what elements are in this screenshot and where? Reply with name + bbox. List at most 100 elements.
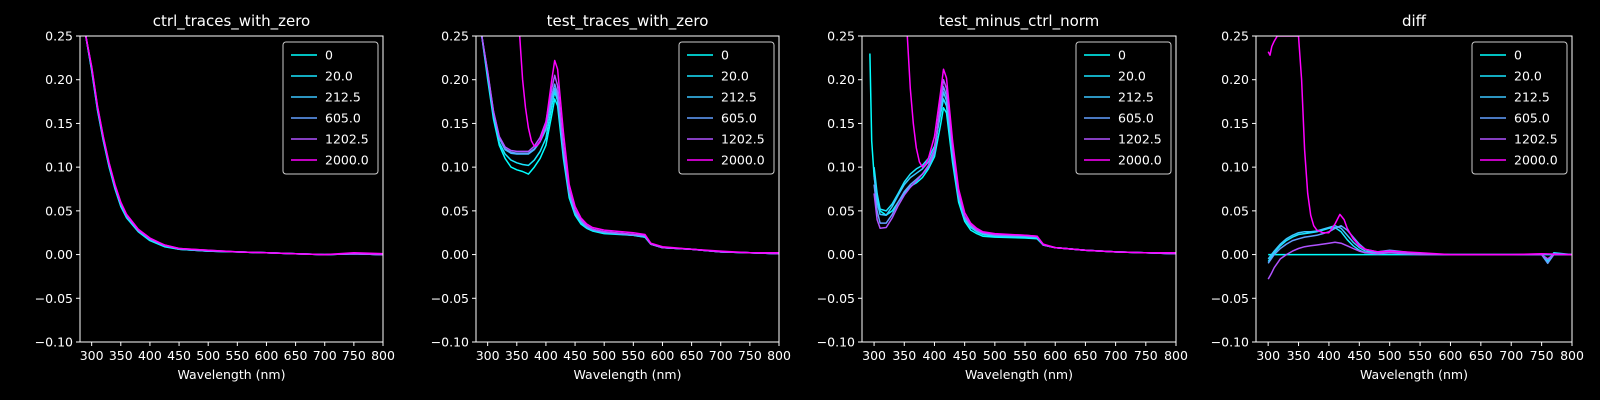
series-line-2000.0 (906, 36, 1176, 254)
x-tick-label: 300 (1256, 348, 1280, 363)
y-tick-label: 0.05 (1221, 203, 1249, 218)
legend: 0 20.0 212.5 605.0 1202.5 2000.0 (678, 41, 775, 175)
legend-entry: 20.0 (325, 69, 353, 84)
x-tick-label: 700 (1104, 348, 1128, 363)
legend-entry: 605.0 (325, 111, 361, 126)
series-group (481, 36, 779, 255)
legend-box (282, 41, 379, 175)
x-tick-label: 650 (284, 348, 308, 363)
x-tick-label: 350 (1287, 348, 1311, 363)
y-tick-label: 0.20 (1221, 72, 1249, 87)
y-tick-label: −0.10 (1211, 335, 1249, 350)
y-tick-label: 0.10 (441, 160, 469, 175)
x-tick-label: 550 (621, 348, 645, 363)
chart-panel-0: 300 350 400 450 500 550 600 650 700 750 800 −0.10 −0… (35, 12, 395, 382)
x-axis-label: Wavelength (nm) (574, 367, 682, 382)
y-tick-label: 0.20 (827, 72, 855, 87)
x-tick-label: 450 (563, 348, 587, 363)
chart-title: ctrl_traces_with_zero (153, 12, 310, 31)
legend-entry: 212.5 (1118, 90, 1154, 105)
series-line-1202.5 (1267, 241, 1572, 280)
y-tick-label: 0.15 (827, 116, 855, 131)
chart-title: test_minus_ctrl_norm (939, 12, 1100, 31)
x-axis-label: Wavelength (nm) (178, 367, 286, 382)
x-tick-label: 500 (592, 348, 616, 363)
y-tick-label: 0.25 (1221, 29, 1249, 44)
series-group (1267, 36, 1572, 280)
chart-panel-2: 300 350 400 450 500 550 600 650 700 750 800 −0.10 −0… (817, 12, 1188, 382)
legend-entry: 605.0 (721, 111, 757, 126)
axes-frame (1255, 35, 1573, 343)
legend-box (1075, 41, 1172, 175)
legend: 0 20.0 212.5 605.0 1202.5 2000.0 (282, 41, 379, 175)
x-tick-label: 450 (1347, 348, 1371, 363)
x-tick-label: 600 (255, 348, 279, 363)
axes-frame (475, 35, 780, 343)
x-tick-label: 450 (167, 348, 191, 363)
x-tick-label: 350 (109, 348, 133, 363)
legend: 0 20.0 212.5 605.0 1202.5 2000.0 (1075, 41, 1172, 175)
x-tick-label: 300 (476, 348, 500, 363)
y-tick-label: 0.15 (45, 116, 73, 131)
y-tick-label: 0.00 (45, 247, 73, 262)
y-tick-label: 0.10 (1221, 160, 1249, 175)
x-tick-label: 750 (342, 348, 366, 363)
x-tick-label: 650 (680, 348, 704, 363)
y-tick-label: 0.25 (441, 29, 469, 44)
x-tick-label: 350 (505, 348, 529, 363)
legend-entry: 2000.0 (1514, 153, 1558, 168)
x-tick-label: 700 (709, 348, 733, 363)
x-tick-label: 550 (225, 348, 249, 363)
x-tick-label: 650 (1469, 348, 1493, 363)
x-axis-label: Wavelength (nm) (965, 367, 1073, 382)
legend-entry: 0 (1118, 48, 1126, 63)
chart-title: test_traces_with_zero (547, 12, 709, 31)
x-tick-label: 750 (738, 348, 762, 363)
x-tick-label: 750 (1530, 348, 1554, 363)
x-tick-label: 400 (534, 348, 558, 363)
legend-entry: 1202.5 (325, 132, 369, 147)
legend-entry: 0 (1514, 48, 1522, 63)
x-tick-label: 600 (1043, 348, 1067, 363)
x-tick-label: 300 (80, 348, 104, 363)
x-tick-label: 800 (371, 348, 395, 363)
y-tick-label: 0.25 (45, 29, 73, 44)
y-tick-label: −0.10 (817, 335, 855, 350)
x-tick-label: 450 (953, 348, 977, 363)
legend-entry: 1202.5 (1514, 132, 1558, 147)
x-tick-label: 400 (923, 348, 947, 363)
x-tick-label: 500 (983, 348, 1007, 363)
legend-entry: 1202.5 (721, 132, 765, 147)
legend-entry: 20.0 (1514, 69, 1542, 84)
y-tick-label: −0.05 (1211, 291, 1249, 306)
legend-entry: 0 (325, 48, 333, 63)
legend-box (678, 41, 775, 175)
legend-entry: 212.5 (1514, 90, 1550, 105)
y-tick-label: 0.15 (441, 116, 469, 131)
y-tick-label: 0.00 (441, 247, 469, 262)
series-line-1202.5 (481, 36, 779, 255)
x-tick-label: 500 (1378, 348, 1402, 363)
x-tick-label: 700 (1499, 348, 1523, 363)
y-tick-label: 0.10 (827, 160, 855, 175)
series-group (869, 36, 1176, 255)
axes-frame (79, 35, 384, 343)
x-tick-label: 800 (1164, 348, 1188, 363)
y-tick-label: 0.15 (1221, 116, 1249, 131)
legend-entry: 20.0 (721, 69, 749, 84)
legend-entry: 605.0 (1514, 111, 1550, 126)
series-group (85, 36, 383, 256)
legend: 0 20.0 212.5 605.0 1202.5 2000.0 (1471, 41, 1568, 175)
legend-entry: 1202.5 (1118, 132, 1162, 147)
legend-entry: 605.0 (1118, 111, 1154, 126)
y-tick-label: 0.20 (441, 72, 469, 87)
legend-entry: 2000.0 (721, 153, 765, 168)
x-tick-label: 550 (1408, 348, 1432, 363)
y-tick-label: −0.10 (431, 335, 469, 350)
x-tick-label: 400 (1317, 348, 1341, 363)
y-tick-label: 0.05 (45, 203, 73, 218)
x-tick-label: 600 (1439, 348, 1463, 363)
legend-entry: 212.5 (721, 90, 757, 105)
legend-entry: 20.0 (1118, 69, 1146, 84)
